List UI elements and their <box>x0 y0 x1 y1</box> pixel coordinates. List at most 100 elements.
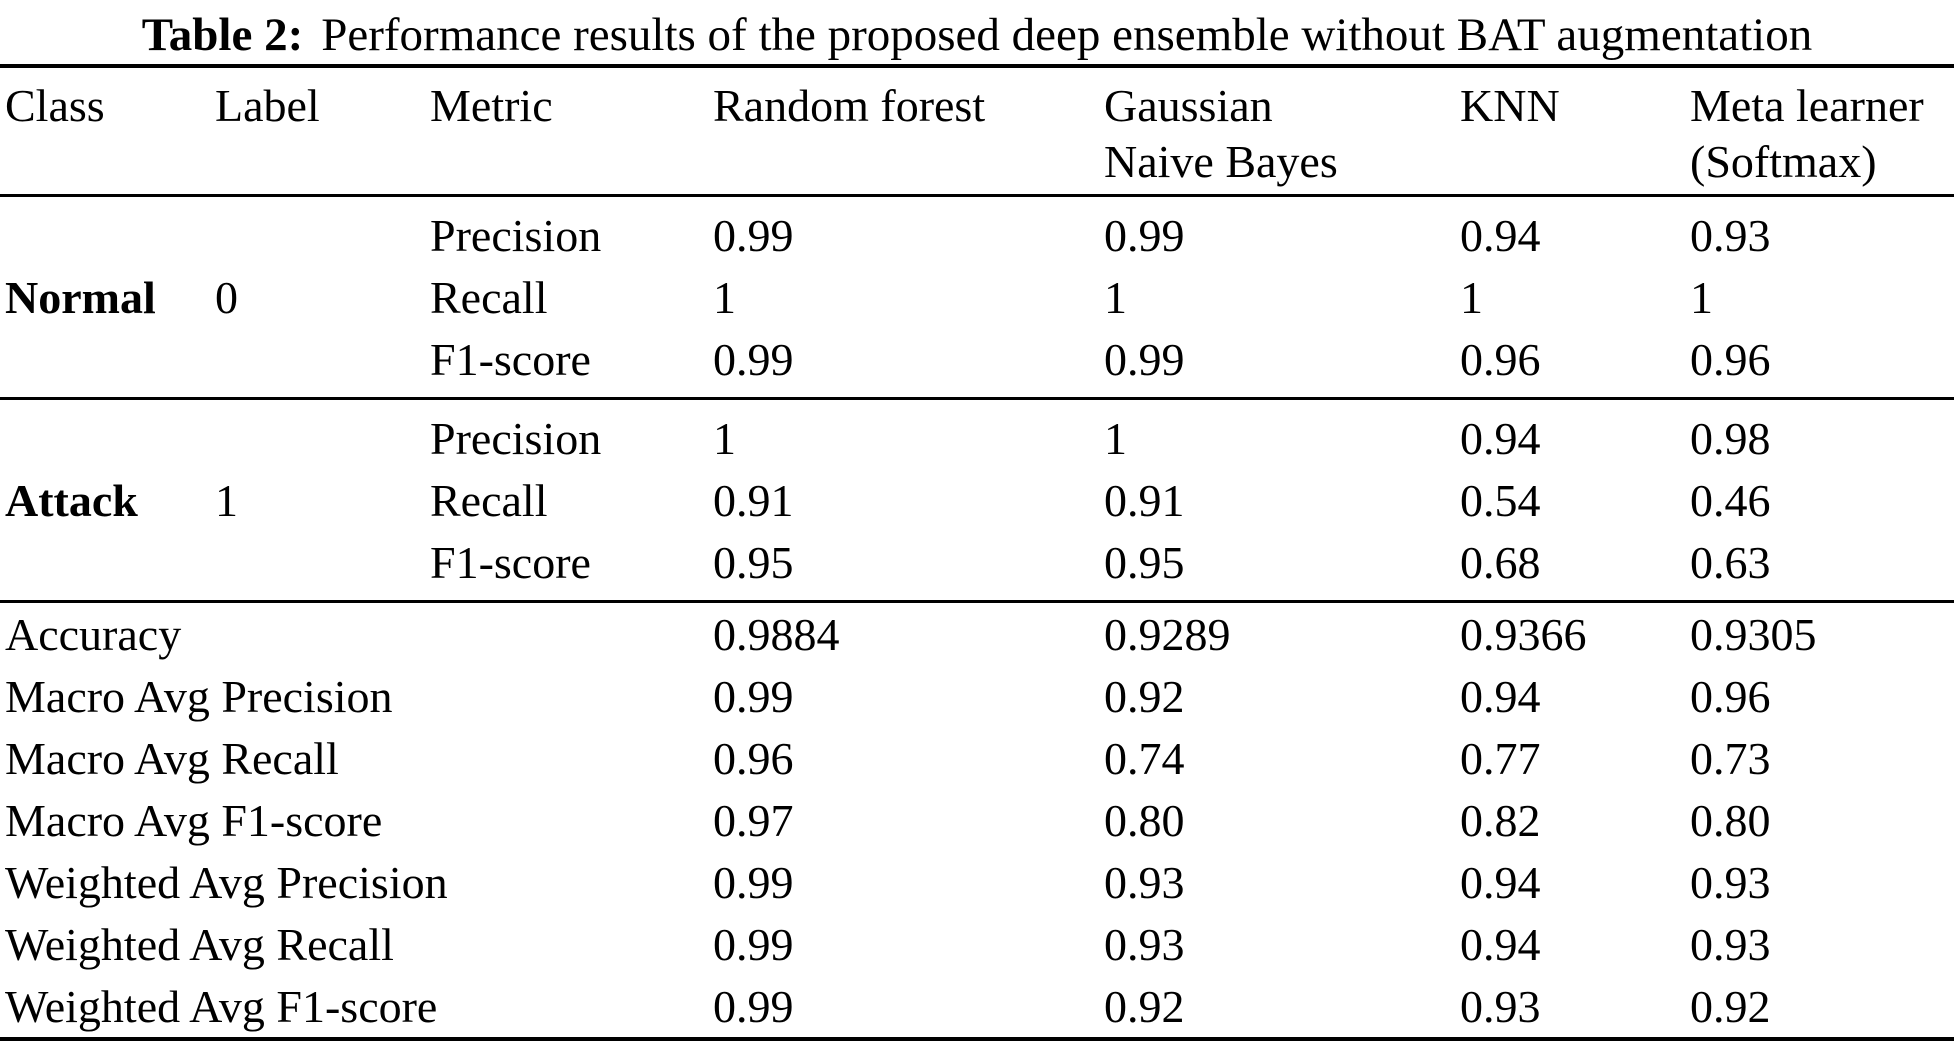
summary-label: Weighted Avg Precision <box>5 856 448 908</box>
header-metric-label: Metric <box>430 80 553 131</box>
value-cell: 0.98 <box>1690 412 1771 464</box>
value-cell: 0.96 <box>1460 333 1541 385</box>
metric-name: Precision <box>430 412 602 464</box>
header-gaussian-naive-bayes: Gaussian Naive Bayes <box>1104 78 1460 194</box>
summary-row-accuracy: Accuracy 0.9884 0.9289 0.9366 0.9305 <box>0 603 1954 665</box>
value-cell: 0.94 <box>1460 918 1541 970</box>
header-meta-line1: Meta learner <box>1690 80 1924 131</box>
summary-row-macro-f1: Macro Avg F1-score 0.97 0.80 0.82 0.80 <box>0 789 1954 851</box>
metric-name: F1-score <box>430 536 591 588</box>
value-cell: 1 <box>1690 271 1713 323</box>
value-cell: 0.94 <box>1460 670 1541 722</box>
value-cell: 0.94 <box>1460 209 1541 261</box>
value-cell: 0.93 <box>1690 918 1771 970</box>
value-cell: 0.91 <box>713 474 794 526</box>
value-cell: 0.80 <box>1690 794 1771 846</box>
value-cell: 0.9289 <box>1104 608 1231 660</box>
value-cell: 0.77 <box>1460 732 1541 784</box>
summary-row-macro-recall: Macro Avg Recall 0.96 0.74 0.77 0.73 <box>0 727 1954 789</box>
metric-name: Recall <box>430 271 548 323</box>
value-cell: 0.93 <box>1104 918 1185 970</box>
summary-label: Macro Avg Recall <box>5 732 339 784</box>
metric-name: F1-score <box>430 333 591 385</box>
header-meta-line2: (Softmax) <box>1690 136 1877 187</box>
value-cell: 0.9366 <box>1460 608 1587 660</box>
value-cell: 0.97 <box>713 794 794 846</box>
summary-row-weighted-f1: Weighted Avg F1-score 0.99 0.92 0.93 0.9… <box>0 975 1954 1037</box>
rule-below-header <box>0 194 1954 197</box>
value-cell: 0.91 <box>1104 474 1185 526</box>
rule-below-normal <box>0 397 1954 400</box>
header-knn: KNN <box>1460 78 1690 194</box>
value-cell: 0.96 <box>1690 670 1771 722</box>
value-cell: 0.99 <box>713 209 794 261</box>
table-caption: Table 2: Performance results of the propo… <box>0 0 1954 64</box>
header-label: Label <box>215 78 430 194</box>
value-cell: 0.93 <box>1690 856 1771 908</box>
value-cell: 1 <box>1104 412 1127 464</box>
class-group-attack: Attack 1 Precision 1 1 0.94 0.98 Recall … <box>0 400 1954 600</box>
value-cell: 0.99 <box>713 918 794 970</box>
value-cell: 0.94 <box>1460 412 1541 464</box>
rule-top <box>0 64 1954 68</box>
header-knn-label: KNN <box>1460 80 1560 131</box>
value-cell: 0.74 <box>1104 732 1185 784</box>
rule-bottom <box>0 1037 1954 1041</box>
value-cell: 0.95 <box>713 536 794 588</box>
value-cell: 0.92 <box>1104 670 1185 722</box>
value-cell: 0.92 <box>1690 980 1771 1032</box>
summary-label: Weighted Avg Recall <box>5 918 394 970</box>
header-gnb-line2: Naive Bayes <box>1104 136 1338 187</box>
value-cell: 0.54 <box>1460 474 1541 526</box>
summary-row-weighted-recall: Weighted Avg Recall 0.99 0.93 0.94 0.93 <box>0 913 1954 975</box>
summary-label: Accuracy <box>5 608 182 660</box>
value-cell: 1 <box>713 412 736 464</box>
value-cell: 0.99 <box>713 670 794 722</box>
value-cell: 0.99 <box>713 980 794 1032</box>
value-cell: 0.94 <box>1460 856 1541 908</box>
value-cell: 0.82 <box>1460 794 1541 846</box>
summary-label: Macro Avg F1-score <box>5 794 383 846</box>
summary-label: Macro Avg Precision <box>5 670 393 722</box>
class-label-attack: 1 <box>215 474 238 526</box>
class-name-normal: Normal <box>5 271 156 323</box>
rule-below-attack <box>0 600 1954 603</box>
value-cell: 1 <box>713 271 736 323</box>
value-cell: 0.96 <box>713 732 794 784</box>
value-cell: 0.63 <box>1690 536 1771 588</box>
value-cell: 0.46 <box>1690 474 1771 526</box>
summary-section: Accuracy 0.9884 0.9289 0.9366 0.9305 Mac… <box>0 603 1954 1037</box>
value-cell: 0.95 <box>1104 536 1185 588</box>
header-meta-learner: Meta learner (Softmax) <box>1690 78 1954 194</box>
header-gnb-line1: Gaussian <box>1104 80 1273 131</box>
value-cell: 0.93 <box>1104 856 1185 908</box>
value-cell: 1 <box>1104 271 1127 323</box>
summary-label: Weighted Avg F1-score <box>5 980 438 1032</box>
header-random-forest-label: Random forest <box>713 80 986 131</box>
metric-name: Recall <box>430 474 548 526</box>
value-cell: 0.93 <box>1690 209 1771 261</box>
value-cell: 0.99 <box>713 856 794 908</box>
value-cell: 0.73 <box>1690 732 1771 784</box>
class-label-normal: 0 <box>215 271 238 323</box>
table-header-row: Class Label Metric Random forest Gaussia… <box>0 68 1954 194</box>
value-cell: 0.99 <box>1104 333 1185 385</box>
header-metric: Metric <box>430 78 713 194</box>
value-cell: 0.9305 <box>1690 608 1817 660</box>
value-cell: 0.96 <box>1690 333 1771 385</box>
summary-row-macro-precision: Macro Avg Precision 0.99 0.92 0.94 0.96 <box>0 665 1954 727</box>
header-class-label: Class <box>5 80 105 131</box>
summary-row-weighted-precision: Weighted Avg Precision 0.99 0.93 0.94 0.… <box>0 851 1954 913</box>
value-cell: 0.92 <box>1104 980 1185 1032</box>
value-cell: 0.93 <box>1460 980 1541 1032</box>
value-cell: 0.99 <box>713 333 794 385</box>
value-cell: 0.99 <box>1104 209 1185 261</box>
value-cell: 0.9884 <box>713 608 840 660</box>
table-caption-label: Table 2: <box>141 9 304 61</box>
value-cell: 0.80 <box>1104 794 1185 846</box>
header-class: Class <box>5 78 215 194</box>
metric-name: Precision <box>430 209 602 261</box>
value-cell: 1 <box>1460 271 1483 323</box>
class-name-attack: Attack <box>5 474 138 526</box>
